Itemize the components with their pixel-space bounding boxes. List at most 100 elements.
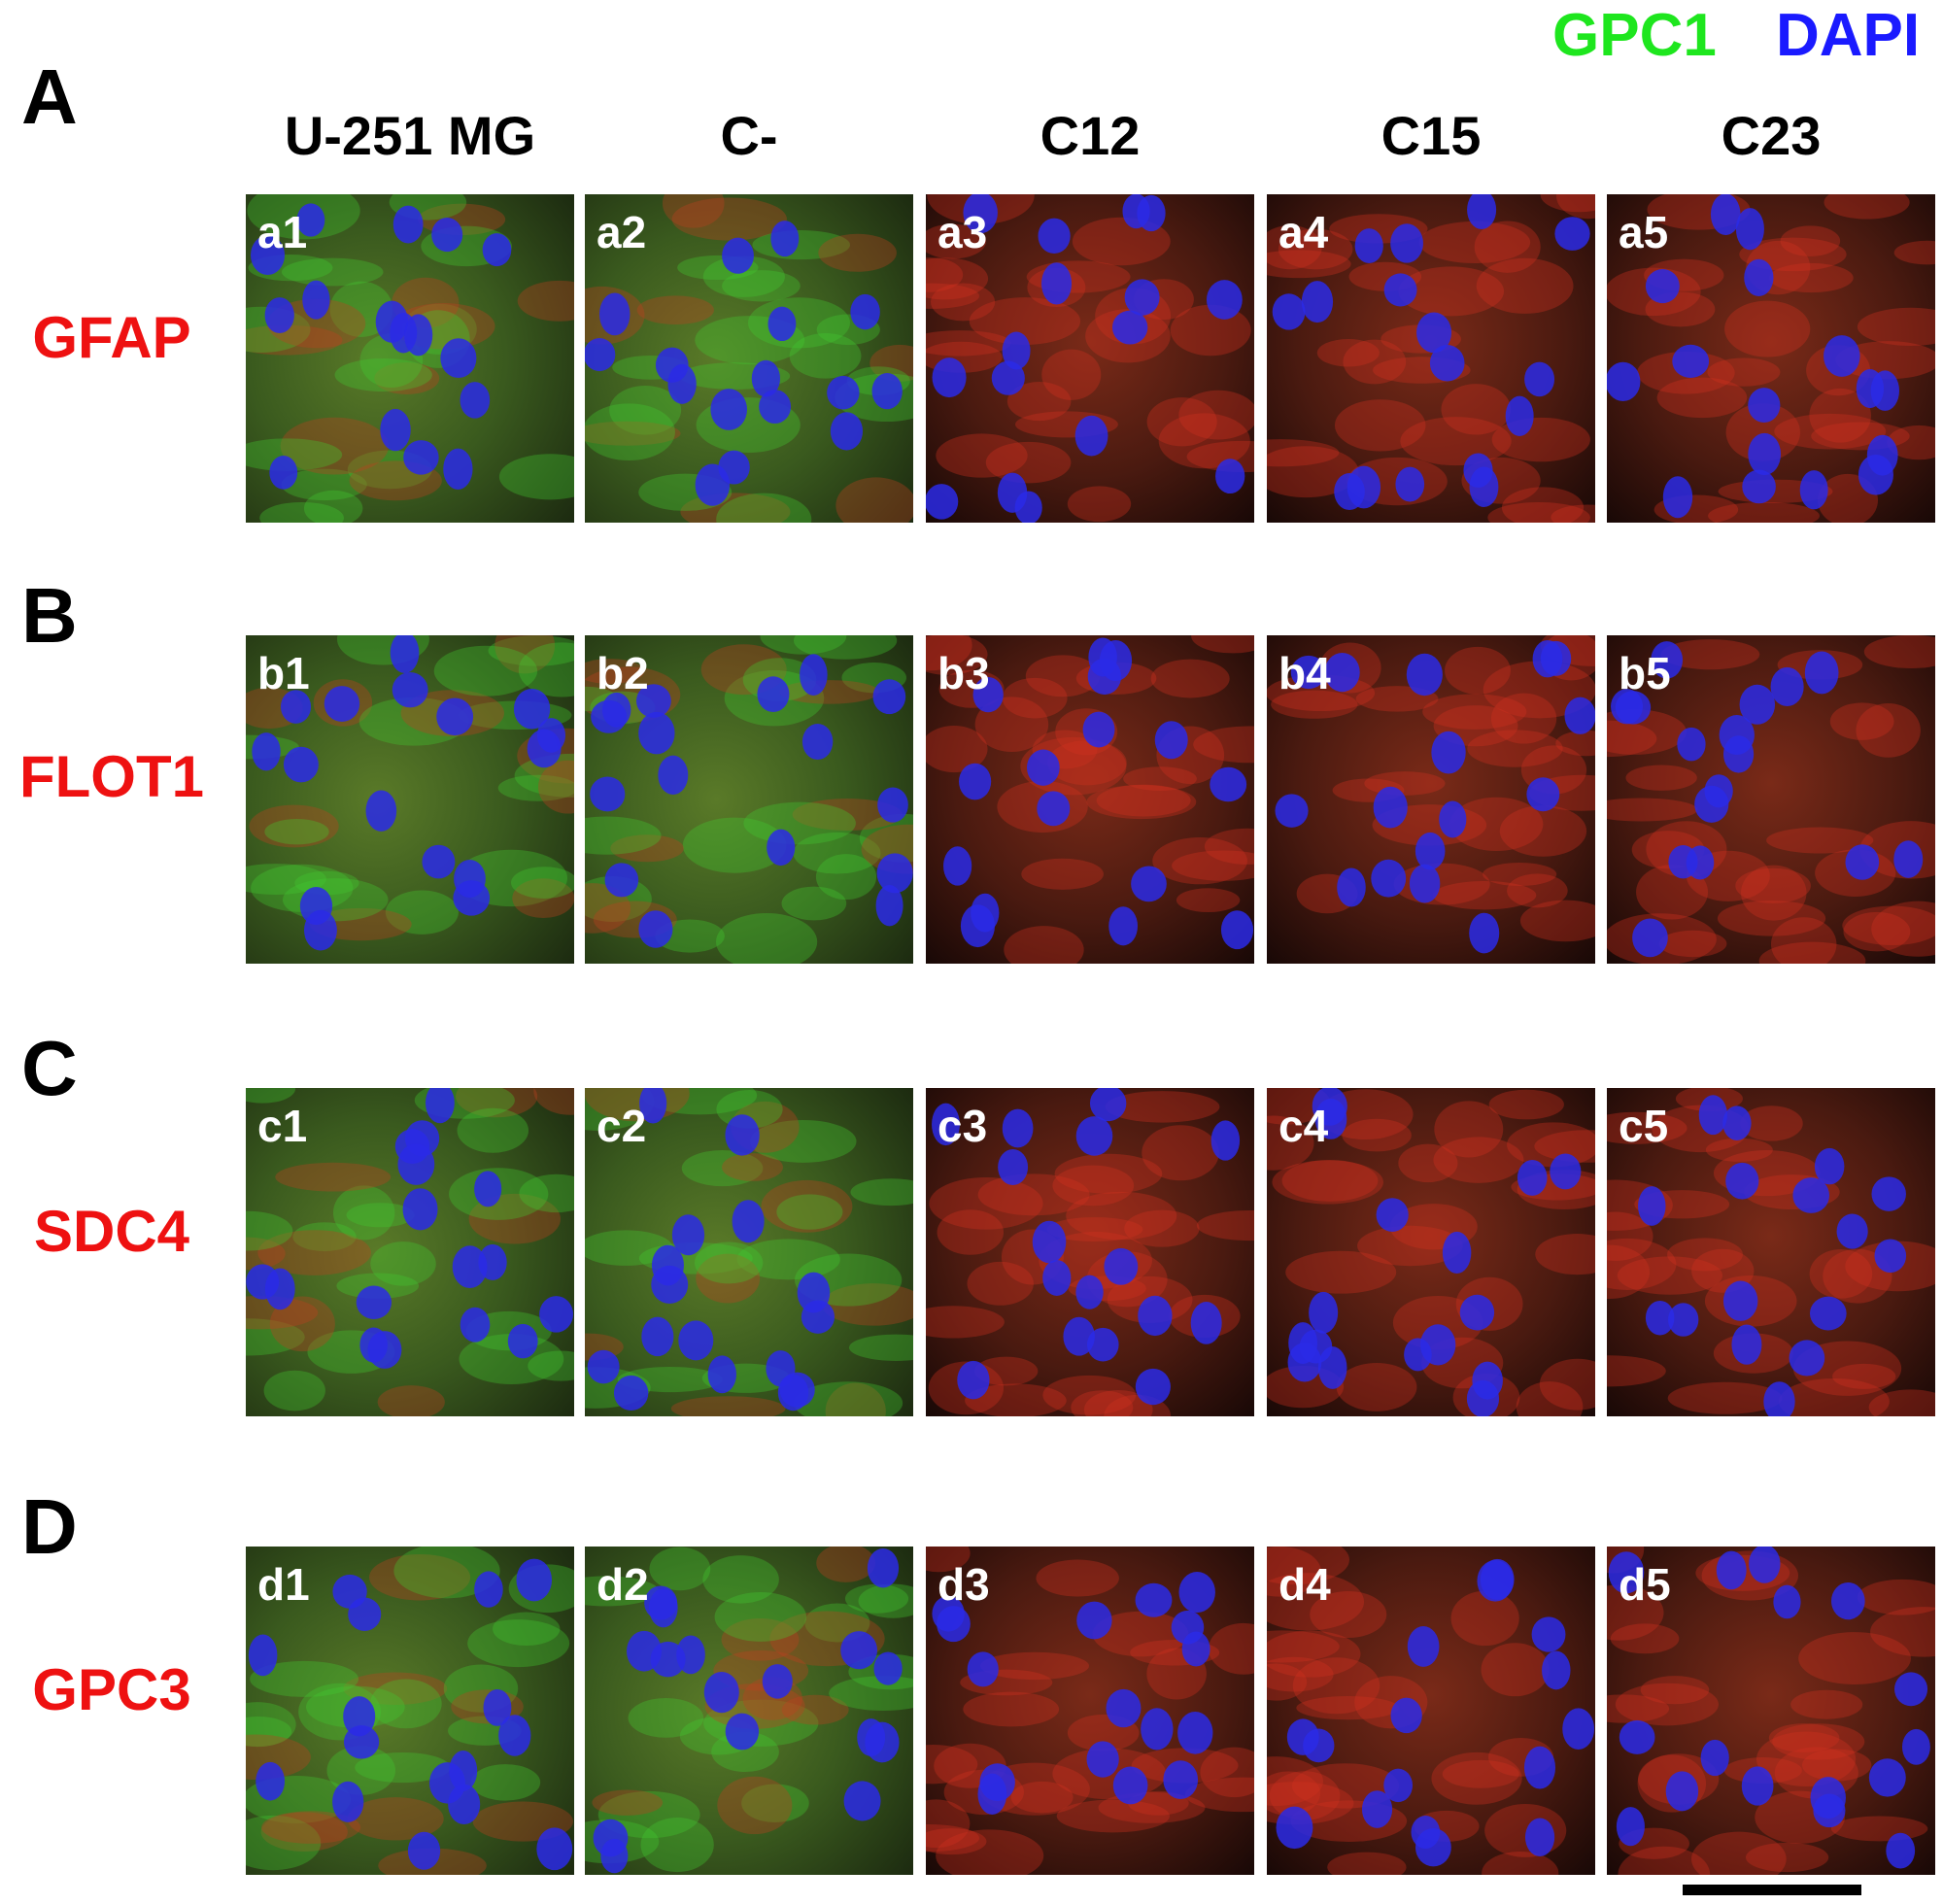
cytoplasm — [457, 1107, 529, 1153]
nucleus — [998, 1149, 1029, 1185]
cytoplasm — [793, 635, 898, 660]
micrograph: b2 — [585, 635, 913, 964]
cytoplasm — [514, 753, 574, 798]
cytoplasm — [1152, 837, 1247, 885]
nucleus — [1383, 273, 1417, 307]
cytoplasm — [609, 385, 682, 435]
nucleus — [460, 382, 491, 419]
nucleus — [658, 755, 689, 796]
nucleus — [1694, 785, 1729, 823]
cytoplasm — [1434, 1101, 1504, 1158]
row-marker: FLOT1 — [19, 744, 204, 809]
cytoplasm — [246, 1815, 322, 1871]
nucleus — [638, 910, 673, 948]
nucleus — [840, 1631, 878, 1670]
micrograph: d3 — [926, 1547, 1254, 1875]
cytoplasm — [1607, 1211, 1653, 1261]
nucleus — [283, 746, 319, 783]
panel-label: c1 — [257, 1101, 308, 1151]
nucleus — [1845, 844, 1880, 880]
cytoplasm — [1857, 1579, 1935, 1615]
cytoplasm — [1615, 1683, 1719, 1726]
cytoplasm — [1431, 1751, 1522, 1805]
cytoplasm — [1756, 1731, 1857, 1786]
cytoplasm — [336, 1273, 420, 1299]
nucleus — [1042, 1259, 1072, 1296]
cytoplasm — [334, 357, 432, 392]
cytoplasm — [1267, 1115, 1314, 1171]
cytoplasm — [456, 1088, 538, 1118]
nucleus — [375, 300, 409, 343]
cells — [1267, 635, 1595, 954]
cells — [926, 635, 1254, 964]
cells — [246, 1088, 574, 1416]
cytoplasm — [1809, 1248, 1873, 1299]
cytoplasm — [926, 726, 988, 773]
nucleus — [1789, 1340, 1825, 1377]
cytoplasm — [1516, 1381, 1584, 1416]
cytoplasm — [1870, 1607, 1935, 1657]
nucleus — [1532, 639, 1563, 678]
cytoplasm — [1267, 1756, 1323, 1806]
cytoplasm — [936, 1829, 1044, 1875]
nucleus — [1138, 1295, 1173, 1337]
column-header: U-251 MG — [284, 105, 536, 166]
cytoplasm — [1281, 1159, 1379, 1202]
cytoplasm — [1830, 1816, 1928, 1842]
cytoplasm — [1067, 486, 1132, 523]
nucleus — [1190, 1302, 1222, 1344]
panel-label: d3 — [937, 1559, 990, 1610]
nucleus — [1459, 1294, 1495, 1331]
cells — [585, 1088, 913, 1416]
cytoplasm — [1041, 349, 1102, 400]
cytoplasm — [246, 1296, 319, 1330]
cytoplasm — [1772, 1723, 1865, 1760]
cytoplasm — [977, 1173, 1090, 1216]
cytoplasm — [470, 1764, 541, 1801]
cytoplasm — [1445, 646, 1511, 695]
cytoplasm — [1519, 900, 1595, 942]
nucleus — [725, 1713, 760, 1751]
cytoplasm — [1483, 661, 1595, 719]
nucleus — [1354, 228, 1383, 263]
cytoplasm — [1766, 827, 1874, 854]
nucleus — [1710, 194, 1741, 235]
cytoplasm — [750, 1120, 857, 1163]
cytoplasm — [1422, 694, 1527, 730]
nucleus — [1651, 641, 1684, 679]
cytoplasm — [1449, 797, 1544, 852]
cytoplasm — [1857, 307, 1935, 346]
nucleus — [872, 679, 906, 715]
cytoplasm — [1204, 828, 1254, 865]
cytoplasm — [1316, 338, 1380, 367]
cytoplasm — [1607, 1111, 1687, 1144]
cytoplasm — [1433, 1137, 1524, 1183]
cytoplasm — [493, 1612, 561, 1646]
cytoplasm — [781, 886, 847, 921]
nucleus — [269, 456, 298, 490]
cytoplasm — [1124, 1209, 1200, 1247]
nucleus — [770, 221, 800, 257]
cytoplasm — [303, 490, 363, 523]
cells — [585, 1547, 913, 1874]
cytoplasm — [1871, 901, 1935, 957]
cytoplasm — [1832, 1363, 1896, 1389]
nucleus — [655, 347, 689, 383]
cytoplasm — [1267, 1630, 1340, 1663]
cytoplasm — [1758, 941, 1866, 964]
cytoplasm — [1267, 250, 1351, 279]
cytoplasm — [1310, 1590, 1387, 1639]
cytoplasm — [1483, 862, 1557, 887]
nucleus — [722, 237, 754, 274]
panel-label: b2 — [597, 648, 649, 698]
cytoplasm — [1740, 1105, 1803, 1141]
cytoplasm — [1267, 1663, 1308, 1701]
nucleus — [474, 1571, 503, 1608]
nucleus — [1467, 194, 1497, 229]
nucleus — [397, 1143, 435, 1185]
scale-bar — [1683, 1885, 1861, 1895]
micrograph: b3 — [926, 635, 1254, 964]
nucleus — [651, 1244, 684, 1286]
nucleus — [1373, 786, 1408, 829]
cytoplasm — [585, 1230, 673, 1266]
